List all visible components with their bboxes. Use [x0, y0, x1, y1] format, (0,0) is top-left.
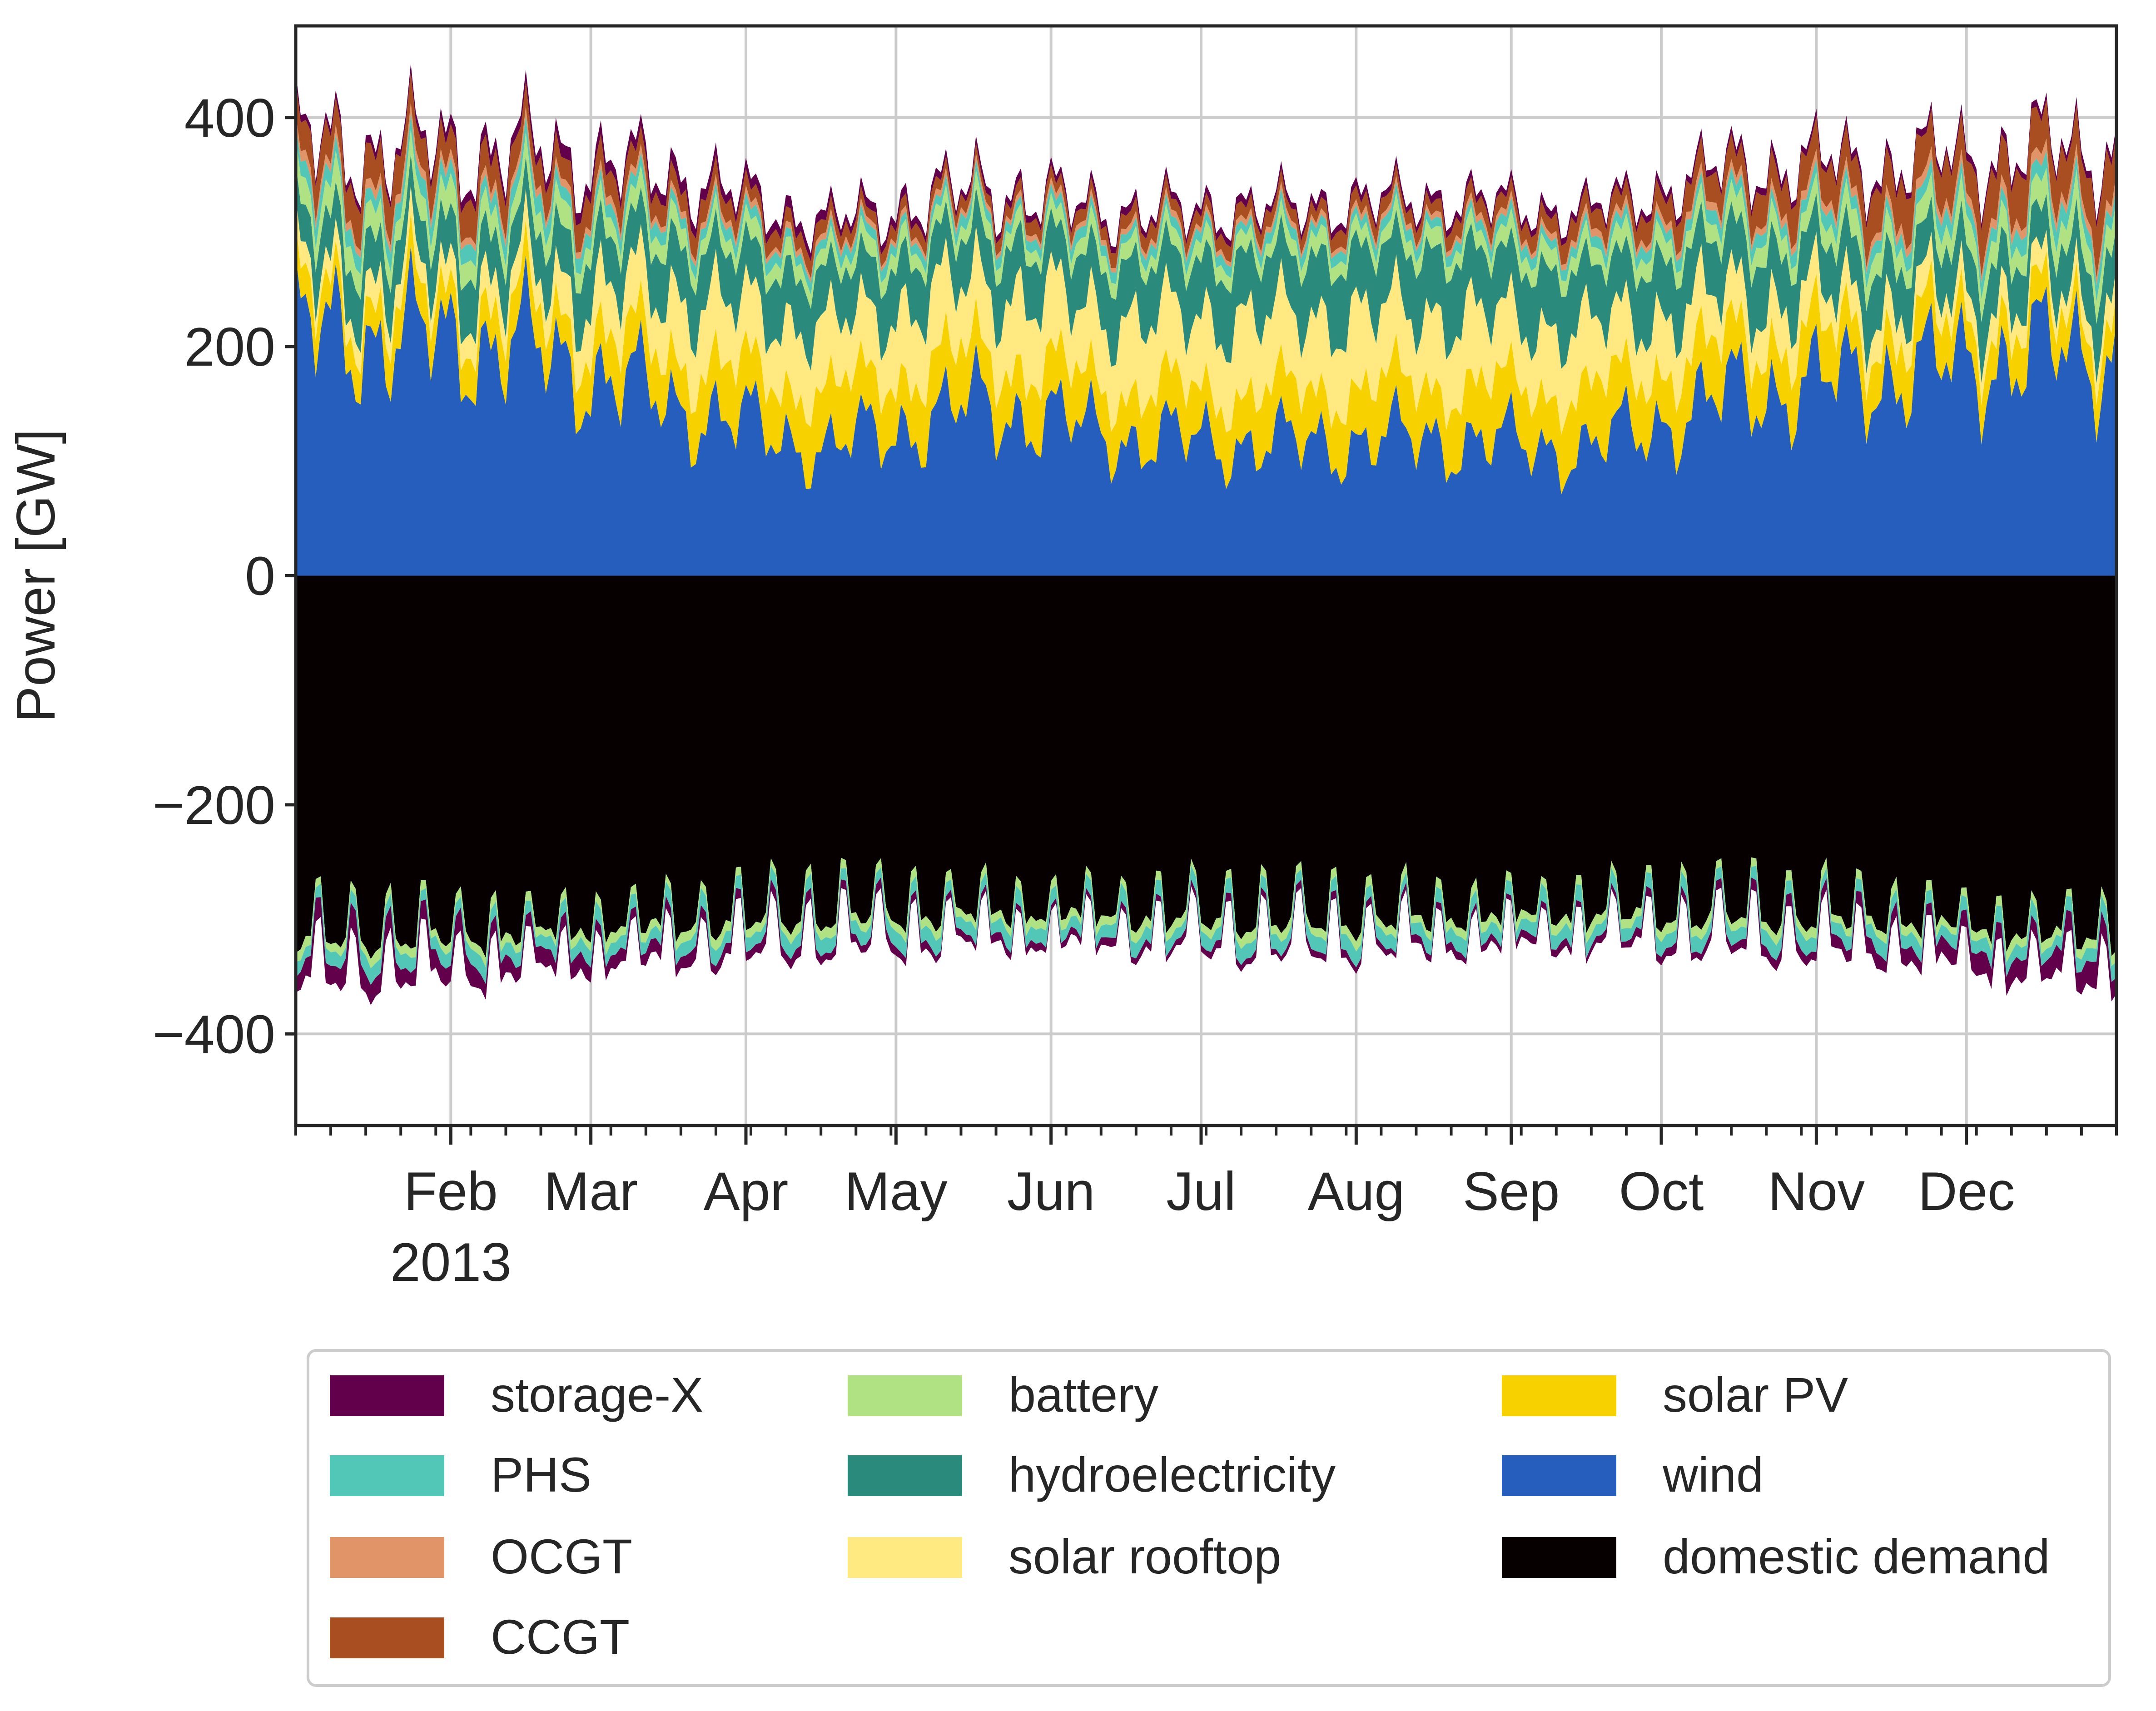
legend-item: PHS	[330, 1447, 591, 1502]
legend-label: solar rooftop	[1008, 1529, 1281, 1584]
legend-swatch	[848, 1537, 962, 1578]
legend-swatch	[848, 1455, 962, 1496]
x-tick-label: Jun	[1007, 1161, 1095, 1222]
x-tick-label: Nov	[1768, 1161, 1865, 1222]
y-tick-label: −200	[153, 775, 275, 836]
area-demand-battery	[296, 857, 2116, 968]
legend-label: CCGT	[491, 1609, 630, 1664]
x-tick-label: Oct	[1619, 1161, 1704, 1222]
legend-label: wind	[1662, 1447, 1764, 1502]
legend-item: wind	[1502, 1447, 1764, 1502]
legend-swatch	[1502, 1537, 1616, 1578]
x-year-label: 2013	[390, 1232, 512, 1293]
legend-item: domestic demand	[1502, 1529, 2050, 1584]
legend: storage-X PHS OCGT CCGT battery hydroelectric…	[307, 1349, 2111, 1687]
area-battery	[296, 128, 2116, 324]
y-axis-label: Power [GW]	[5, 429, 66, 723]
area-demand-PHS	[296, 865, 2116, 985]
x-tick-label: Mar	[544, 1161, 638, 1222]
x-axis: Feb Mar Apr May Jun Jul Aug Sep Oct Nov Dec 2013	[294, 1126, 2118, 1293]
x-tick-label: Jul	[1166, 1161, 1236, 1222]
legend-label: domestic demand	[1663, 1529, 2050, 1584]
legend-label: hydroelectricity	[1008, 1447, 1336, 1502]
legend-label: PHS	[491, 1447, 591, 1502]
y-tick-label: 0	[245, 546, 275, 607]
legend-swatch	[1502, 1455, 1616, 1496]
area-demand-domestic-demand	[296, 575, 2116, 959]
legend-item: hydroelectricity	[848, 1447, 1336, 1502]
legend-label: battery	[1008, 1367, 1158, 1422]
area-wind	[296, 246, 2116, 576]
y-tick-label: 400	[184, 88, 275, 149]
area-hydroelectricity	[296, 154, 2116, 383]
x-tick-label: Feb	[404, 1161, 498, 1222]
x-tick-label: Aug	[1308, 1161, 1405, 1222]
legend-swatch	[330, 1375, 444, 1416]
x-tick-label: May	[845, 1161, 948, 1222]
legend-swatch	[330, 1617, 444, 1658]
area-solar-rooftop	[296, 185, 2116, 435]
y-tick-label: 200	[184, 317, 275, 377]
y-axis: −400 −200 0 200 400	[153, 88, 296, 1065]
y-tick-label: −400	[153, 1004, 275, 1065]
x-tick-label: Dec	[1918, 1161, 2015, 1222]
legend-box	[307, 1349, 2111, 1687]
legend-swatch	[848, 1375, 962, 1416]
legend-item: battery	[848, 1367, 1158, 1422]
x-tick-label: Sep	[1463, 1161, 1560, 1222]
x-tick-label: Apr	[704, 1161, 789, 1222]
legend-swatch	[330, 1537, 444, 1578]
plot-areas	[296, 63, 2116, 1005]
legend-label: storage-X	[491, 1367, 703, 1422]
legend-swatch	[330, 1455, 444, 1496]
legend-item: storage-X	[330, 1367, 703, 1422]
legend-item: solar PV	[1502, 1367, 1848, 1422]
legend-item: solar rooftop	[848, 1529, 1281, 1584]
legend-swatch	[1502, 1375, 1616, 1416]
legend-item: OCGT	[330, 1529, 632, 1584]
legend-item: CCGT	[330, 1609, 630, 1664]
legend-label: solar PV	[1663, 1367, 1848, 1422]
legend-label: OCGT	[491, 1529, 632, 1584]
